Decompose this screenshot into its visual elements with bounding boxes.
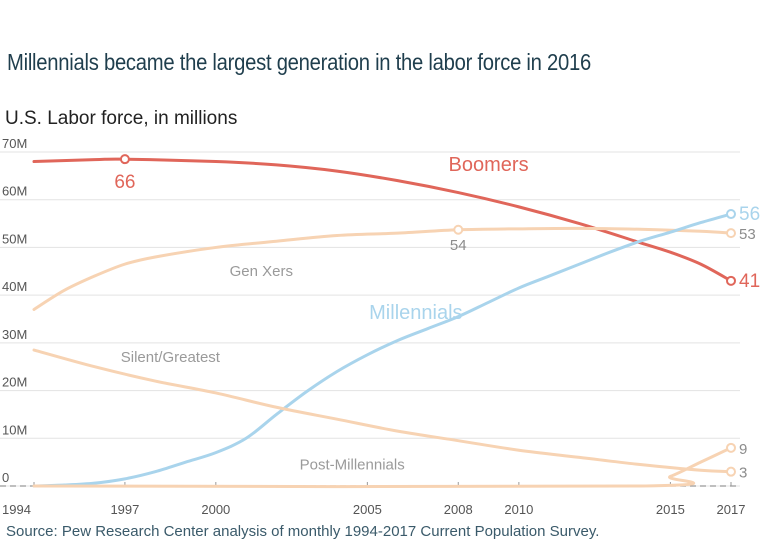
series-line-boomers [32, 157, 733, 283]
x-tick-label: 1994 [2, 502, 31, 517]
data-label: 54 [450, 237, 467, 254]
series-name-label: Boomers [449, 154, 529, 176]
data-label: 3 [739, 465, 747, 482]
y-tick-label: 0 [2, 470, 9, 485]
x-tick-label: 2017 [717, 502, 746, 517]
x-tick-label: 2010 [504, 502, 533, 517]
series-lines [32, 154, 736, 489]
data-label: 53 [739, 226, 756, 243]
data-point-marker [726, 228, 736, 239]
y-tick-label: 30M [2, 327, 27, 342]
data-label: 9 [739, 441, 747, 458]
chart-title: Millennials became the largest generatio… [7, 49, 592, 75]
axes: 0 10M 20M 30M 40M 50M 60M 70M 1994 1997 2000 2005 20… [2, 136, 745, 517]
data-point-marker [119, 154, 130, 165]
y-tick-label: 50M [2, 231, 27, 246]
y-tick-label: 20M [2, 375, 27, 390]
data-label: 56 [739, 204, 760, 225]
series-name-label: Post-Millennials [300, 456, 405, 473]
series-name-label: Millennials [369, 302, 462, 324]
y-tick-label: 40M [2, 279, 27, 294]
series-name-label: Gen Xers [230, 263, 293, 280]
data-label: 66 [114, 172, 135, 193]
series-line-gen-xers [32, 226, 733, 311]
chart-source: Source: Pew Research Center analysis of … [6, 523, 600, 540]
x-tick-label: 2005 [353, 502, 382, 517]
series-name-label: Silent/Greatest [121, 349, 221, 366]
data-point-marker [726, 466, 736, 477]
y-tick-label: 70M [2, 136, 27, 151]
y-tick-label: 60M [2, 184, 27, 199]
x-tick-label: 2015 [656, 502, 685, 517]
series-line-millennials [32, 212, 733, 488]
data-point-marker [726, 209, 736, 220]
data-point-marker [726, 442, 736, 453]
data-label: 41 [739, 271, 760, 292]
series-line-post-millennials [32, 446, 733, 489]
chart-subtitle: U.S. Labor force, in millions [5, 108, 238, 129]
data-point-marker [726, 275, 736, 286]
x-tick-label: 1997 [110, 502, 139, 517]
x-tick-label: 2008 [444, 502, 473, 517]
y-tick-label: 10M [2, 422, 27, 437]
series-line-silent-greatest [32, 348, 733, 474]
x-tick-label: 2000 [201, 502, 230, 517]
data-point-marker [453, 224, 464, 235]
